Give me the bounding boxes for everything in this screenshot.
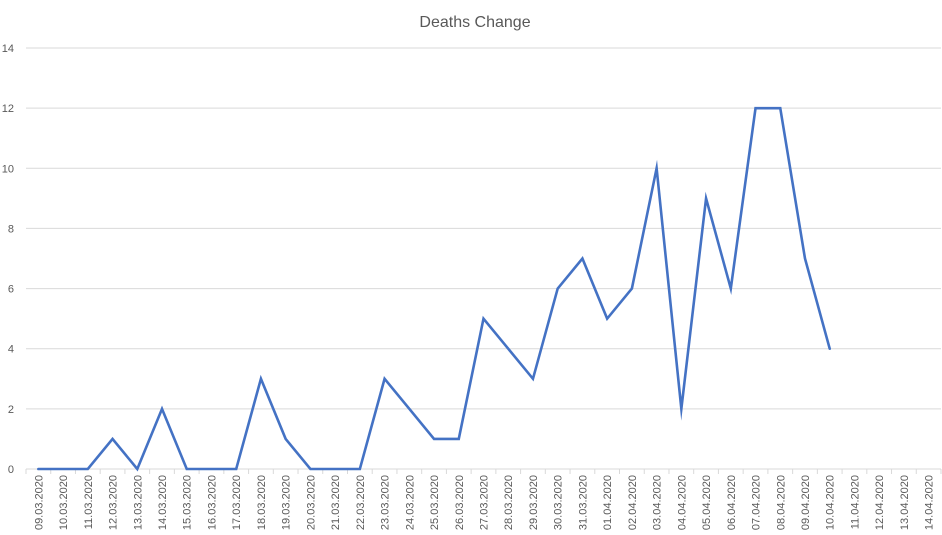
x-tick-label: 10.03.2020 [58, 475, 70, 530]
chart-title: Deaths Change [419, 14, 530, 31]
x-tick-label: 13.04.2020 [899, 475, 911, 530]
series-line [37, 106, 832, 472]
x-tick-label: 01.04.2020 [602, 475, 614, 530]
x-tick-label: 11.04.2020 [849, 475, 861, 529]
series-lines [37, 106, 832, 472]
y-tick-label: 12 [2, 103, 14, 115]
x-tick-label: 09.04.2020 [800, 475, 812, 530]
x-tick-label: 04.04.2020 [676, 475, 688, 530]
x-tick-label: 12.03.2020 [108, 475, 120, 530]
x-tick-label: 23.03.2020 [380, 475, 392, 530]
y-tick-label: 0 [8, 464, 14, 476]
x-tick-label: 07.04.2020 [751, 475, 763, 530]
x-tick-label: 30.03.2020 [553, 475, 565, 530]
x-tick-label: 19.03.2020 [281, 475, 293, 530]
x-tick-label: 11.03.2020 [83, 475, 95, 529]
y-tick-label: 14 [2, 43, 14, 55]
x-tick-label: 02.04.2020 [627, 475, 639, 530]
x-tick-label: 28.03.2020 [503, 475, 515, 530]
x-tick-label: 17.03.2020 [231, 475, 243, 530]
y-tick-label: 8 [8, 223, 14, 235]
x-tick-label: 08.04.2020 [775, 475, 787, 530]
x-axis-tick-labels: 09.03.2020 10.03.2020 11.03.2020 12.03.2020… [33, 475, 935, 530]
x-tick-label: 12.04.2020 [874, 475, 886, 530]
x-tick-label: 16.03.2020 [206, 475, 218, 530]
x-tick-label: 18.03.2020 [256, 475, 268, 530]
y-tick-label: 4 [8, 344, 14, 356]
x-tick-label: 06.04.2020 [726, 475, 738, 530]
x-tick-label: 13.03.2020 [132, 475, 144, 530]
y-tick-label: 2 [8, 404, 14, 416]
x-tick-label: 09.03.2020 [33, 475, 45, 530]
x-tick-label: 15.03.2020 [182, 475, 194, 530]
x-tick-label: 14.04.2020 [924, 475, 936, 530]
gridlines [25, 47, 942, 474]
y-axis-tick-labels: 0 2 4 6 8 10 12 14 [2, 43, 14, 476]
x-tick-label: 22.03.2020 [355, 475, 367, 530]
y-tick-label: 10 [2, 163, 14, 175]
x-tick-label: 25.03.2020 [429, 475, 441, 530]
x-tick-label: 10.04.2020 [825, 475, 837, 530]
x-tick-label: 31.03.2020 [577, 475, 589, 530]
x-tick-label: 14.03.2020 [157, 475, 169, 530]
x-tick-label: 21.03.2020 [330, 475, 342, 530]
x-tick-label: 24.03.2020 [404, 475, 416, 530]
x-tick-label: 20.03.2020 [305, 475, 317, 530]
x-tick-label: 05.04.2020 [701, 475, 713, 530]
y-tick-label: 6 [8, 284, 14, 296]
x-tick-label: 26.03.2020 [454, 475, 466, 530]
x-tick-label: 03.04.2020 [652, 475, 664, 530]
x-tick-label: 29.03.2020 [528, 475, 540, 530]
x-tick-label: 27.03.2020 [479, 475, 491, 530]
